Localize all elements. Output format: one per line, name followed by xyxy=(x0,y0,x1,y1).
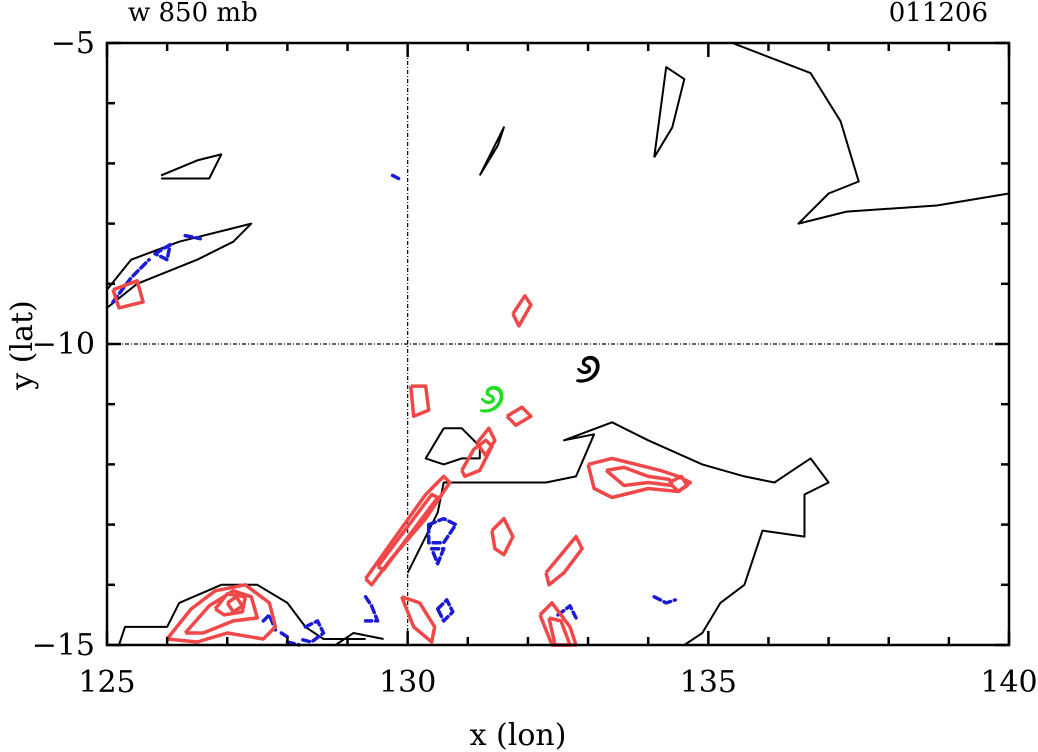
positive-contour xyxy=(544,534,584,587)
positive-contour xyxy=(511,294,533,328)
x-tick-label-130: 130 xyxy=(379,665,436,700)
negative-contour xyxy=(153,242,172,262)
positive-contour xyxy=(165,583,278,644)
positive-contour xyxy=(667,474,690,494)
positive-contour xyxy=(183,589,260,635)
y-tick-label-minus5: −5 xyxy=(51,26,95,61)
negative-contour xyxy=(390,173,401,181)
negative-contour xyxy=(556,604,578,620)
negative-contour xyxy=(111,257,151,304)
negative-contour xyxy=(435,598,455,623)
chart-title-left: w 850 mb xyxy=(128,0,258,28)
reference-lines xyxy=(107,43,1009,645)
positive-contour xyxy=(538,601,578,647)
coastline xyxy=(653,66,686,158)
positive-contour xyxy=(213,592,248,617)
coastline xyxy=(478,126,505,176)
y-tick-label-minus15: −15 xyxy=(32,628,95,663)
negative-contour xyxy=(426,516,458,545)
coastline xyxy=(160,153,223,180)
y-tick-label-minus10: −10 xyxy=(32,327,95,362)
positive-contour xyxy=(490,516,515,557)
coastline xyxy=(334,632,384,646)
negative-contour xyxy=(652,595,678,605)
x-tick-label-140: 140 xyxy=(980,665,1037,700)
positive-contour xyxy=(475,426,497,458)
positive-contour-layer xyxy=(111,279,693,647)
x-axis-label: x (lon) xyxy=(470,718,567,752)
positive-contour xyxy=(376,492,440,572)
coastline xyxy=(424,427,481,466)
x-tick-label-125: 125 xyxy=(78,665,135,700)
positive-contour xyxy=(505,405,533,428)
cyclone-symbol-green: ୬ xyxy=(479,376,504,422)
negative-contour-layer xyxy=(111,173,678,647)
negative-contour xyxy=(279,631,293,641)
positive-contour xyxy=(111,279,145,310)
coastline xyxy=(406,421,830,646)
chart-title-right: 011206 xyxy=(889,0,988,28)
negative-contour xyxy=(429,546,446,566)
coastline xyxy=(106,222,253,309)
negative-contour xyxy=(297,619,326,644)
tick-marks xyxy=(105,41,1011,647)
positive-contour xyxy=(225,595,245,614)
x-tick-label-135: 135 xyxy=(680,665,737,700)
positive-contour xyxy=(364,474,452,587)
negative-contour xyxy=(183,233,202,241)
marker-layer: ୬୬ xyxy=(479,346,600,422)
coastline xyxy=(732,42,1010,225)
positive-contour xyxy=(400,595,437,644)
negative-contour xyxy=(363,595,380,623)
cyclone-symbol-black: ୬ xyxy=(576,346,601,392)
positive-contour xyxy=(408,384,431,418)
y-axis-label: y (lat) xyxy=(5,300,40,390)
